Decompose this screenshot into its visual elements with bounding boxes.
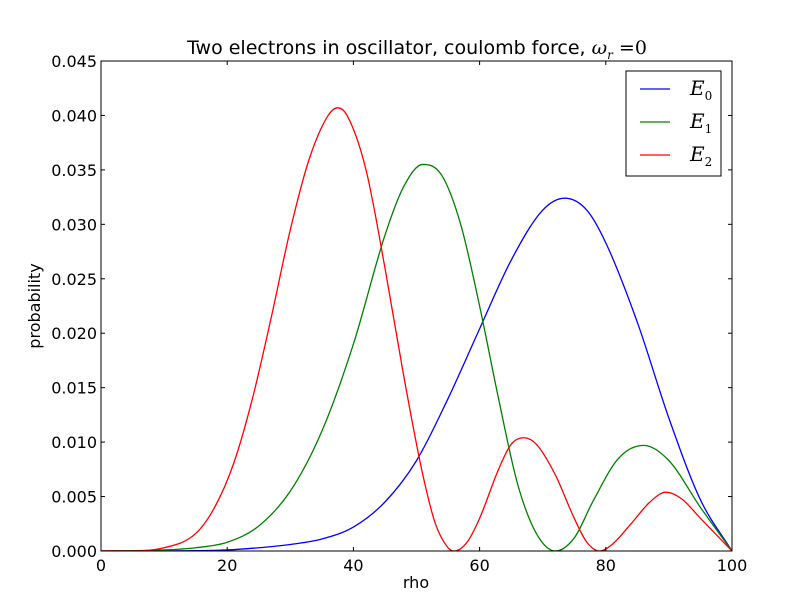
y-tick-label: 0.005 (51, 488, 97, 507)
legend-label-1: E1 (689, 109, 712, 136)
y-tick-label: 0.035 (51, 161, 97, 180)
x-tick-label: 20 (217, 556, 237, 575)
y-tick-label: 0.015 (51, 379, 97, 398)
x-tick-label: 0 (96, 556, 106, 575)
legend: E0 E1 E2 (625, 70, 722, 177)
y-tick-label: 0.020 (51, 324, 97, 343)
chart-title: Two electrons in oscillator, coulomb for… (186, 37, 647, 62)
plot-area: 0 20 40 60 80 100 0.0000.0050.0100.0150.0200.… (51, 52, 747, 575)
y-axis-label: probability (25, 263, 44, 348)
y-tick-label: 0.000 (51, 542, 97, 561)
series-group (101, 107, 732, 551)
x-tick-label: 100 (717, 556, 748, 575)
chart-title-symbol: ω (592, 37, 608, 59)
y-tick-label: 0.040 (51, 106, 97, 125)
x-axis: 0 20 40 60 80 100 (96, 61, 747, 575)
y-tick-label: 0.030 (51, 215, 97, 234)
series-line-0 (101, 197, 732, 551)
y-tick-label: 0.045 (51, 52, 97, 71)
x-axis-label: rho (403, 573, 429, 592)
x-tick-label: 60 (469, 556, 489, 575)
chart-title-text: Two electrons in oscillator, coulomb for… (186, 37, 592, 59)
y-tick-label: 0.010 (51, 433, 97, 452)
y-tick-label: 0.025 (51, 270, 97, 289)
plot-frame (100, 60, 733, 552)
legend-label-2: E2 (689, 142, 712, 169)
chart-title-equals: =0 (613, 37, 647, 59)
x-tick-label: 80 (596, 556, 616, 575)
legend-label-0: E0 (689, 76, 712, 103)
x-tick-label: 40 (343, 556, 363, 575)
series-line-1 (101, 163, 732, 551)
y-axis: 0.000 0.005 0.010 0.015 0.020 0.025 0.030 0.035… (51, 52, 732, 561)
series-line-2 (101, 107, 732, 551)
chart-title-subscript: r (607, 48, 614, 62)
